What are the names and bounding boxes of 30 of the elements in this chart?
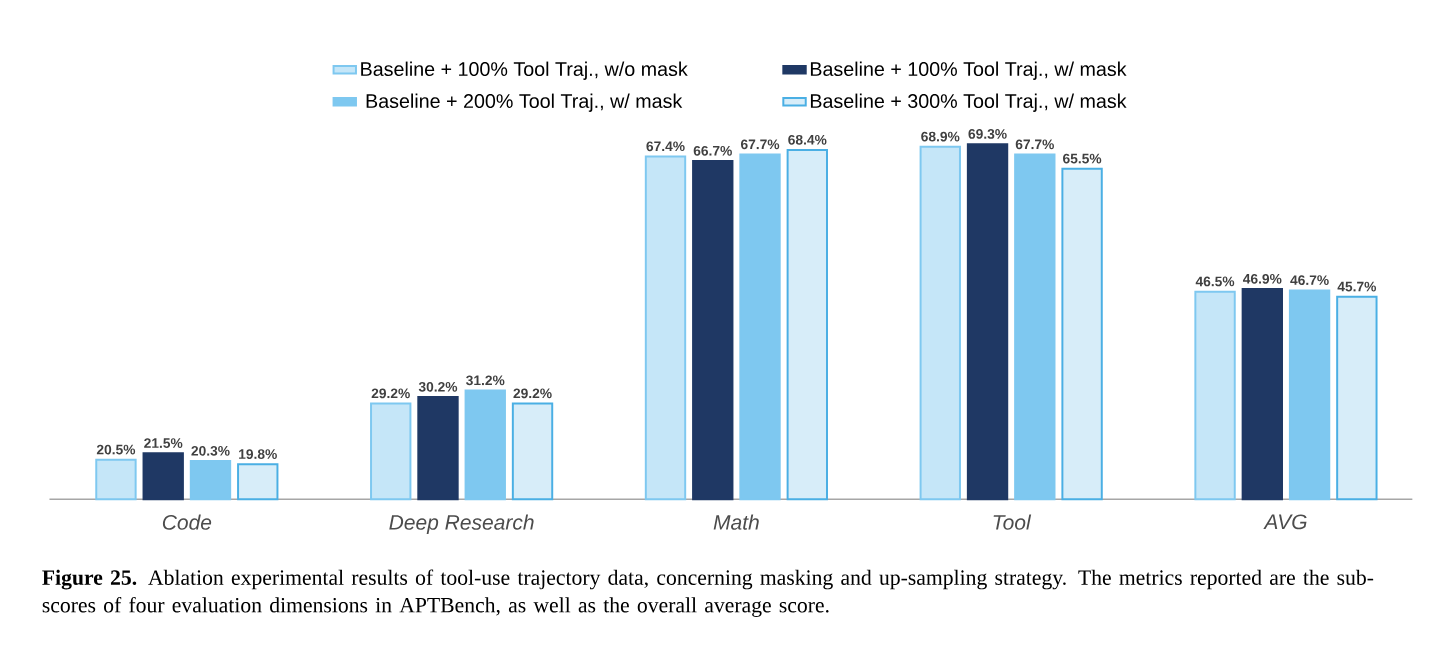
data-label: 29.2% — [371, 388, 410, 399]
data-label: 67.4% — [646, 141, 685, 152]
x-tick-label: Tool — [993, 514, 1032, 530]
data-label: 31.2% — [466, 375, 505, 386]
data-label: 67.7% — [1015, 139, 1054, 150]
data-label: 46.5% — [1195, 276, 1235, 287]
data-label: 21.5% — [144, 438, 183, 449]
legend-label: Baseline + 100% Tool Traj., w/ mask — [810, 61, 1127, 81]
legend-label: Baseline + 100% Tool Traj., w/o mask — [361, 61, 688, 81]
data-label: 29.2% — [513, 388, 552, 399]
data-label: 20.3% — [191, 446, 230, 456]
data-label: 68.4% — [788, 135, 827, 145]
data-label: 69.3% — [968, 129, 1007, 140]
data-label: 46.7% — [1290, 275, 1329, 286]
data-label: 45.7% — [1337, 281, 1377, 292]
data-label: 20.5% — [96, 444, 136, 455]
data-label: 66.7% — [693, 146, 732, 156]
data-label: 68.9% — [921, 131, 960, 142]
data-label: 65.5% — [1063, 153, 1102, 164]
data-label: 30.2% — [418, 382, 458, 392]
text: Figure 25. Ablation experimental results of tool-use trajectory data, concerning masking and up-sampling strategy. The metrics reported are the sub-scores of four evaluation dimensions in APTBench, as well as the overall average score. — [42, 569, 1374, 618]
x-tick-label: AVG — [1263, 514, 1307, 530]
data-label: 46.9% — [1242, 274, 1282, 284]
data-label: 19.8% — [239, 449, 277, 460]
x-tick-label: Math — [713, 514, 759, 530]
legend-label: Baseline + 200% Tool Traj., w/ mask — [366, 93, 683, 113]
x-tick-label: Deep Research — [389, 514, 534, 535]
data-label: 67.7% — [740, 139, 780, 150]
legend-label: Baseline + 300% Tool Traj., w/ mask — [810, 93, 1127, 113]
x-tick-label: Code — [162, 514, 212, 530]
